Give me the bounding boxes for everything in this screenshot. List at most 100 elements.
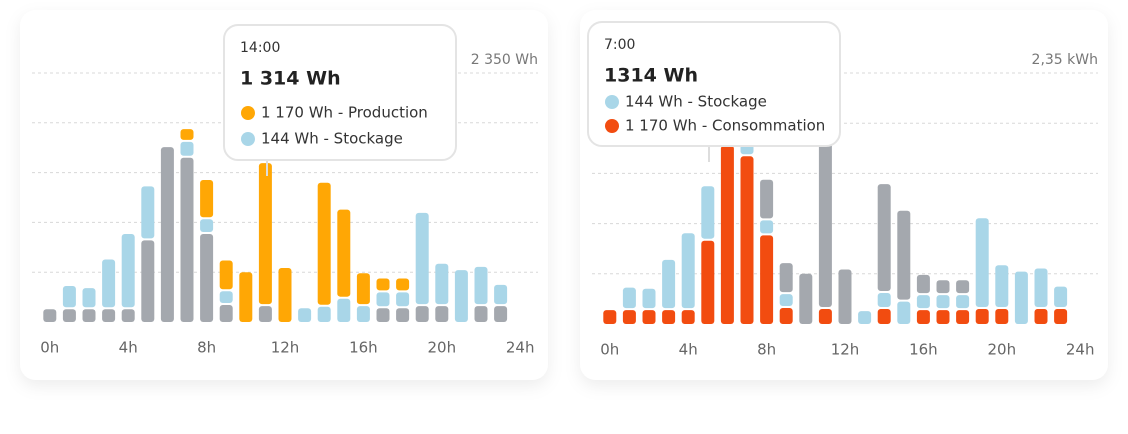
x-tick-label: 20h (428, 339, 457, 357)
bar-segment (435, 263, 449, 305)
bar-segment (858, 311, 872, 324)
bar-segment (102, 259, 116, 308)
bar-segment (877, 184, 891, 292)
bar-segment (121, 309, 135, 322)
x-tick-label: 0h (600, 341, 619, 359)
bar-segment (121, 234, 135, 308)
tooltip-item: 144 Wh - Stockage (625, 93, 767, 111)
bar-segment (681, 310, 695, 324)
bar-segment (200, 180, 214, 218)
bar-segment (474, 306, 488, 322)
bar-segment (180, 129, 194, 140)
bar-segment (396, 308, 410, 322)
bar-segment (779, 294, 793, 306)
bar-segment (701, 240, 715, 324)
bar-segment (1034, 309, 1048, 324)
bar-segment (376, 308, 390, 322)
bar-segment (916, 274, 930, 294)
y-tick-label: 2 350 Wh (471, 52, 538, 68)
bar-segment (82, 288, 96, 308)
bar-segment (200, 219, 214, 233)
bar-segment (622, 310, 636, 324)
bar-segment (317, 306, 331, 322)
bar-segment (258, 163, 272, 305)
bar-segment (916, 295, 930, 309)
bar-segment (936, 280, 950, 294)
tooltip-item: 144 Wh - Stockage (261, 130, 403, 148)
bar-segment (396, 292, 410, 307)
x-tick-label: 24h (1066, 341, 1095, 359)
bar-segment (239, 272, 253, 322)
bar-segment (995, 265, 1009, 308)
x-tick-label: 20h (988, 341, 1017, 359)
tooltip-title: 7:00 (604, 37, 635, 53)
bar-segment (160, 147, 174, 322)
bar-segment (141, 240, 155, 322)
bar-segment (838, 269, 852, 324)
tooltip-item: 1 170 Wh - Consommation (625, 117, 825, 135)
bar-segment (435, 306, 449, 322)
tooltip-dot (241, 106, 255, 120)
bar-segment (956, 280, 970, 294)
bar-segment (317, 182, 331, 305)
bar-segment (102, 309, 116, 322)
bar-segment (1054, 309, 1068, 324)
tooltip (587, 21, 841, 147)
bar-segment (376, 292, 390, 307)
tooltip-total: 1 314 Wh (240, 68, 341, 90)
tooltip-dot (241, 132, 255, 146)
bar-segment (936, 310, 950, 324)
bar-segment (818, 309, 832, 324)
bar-segment (720, 145, 734, 324)
bar-segment (662, 259, 676, 309)
x-tick-label: 8h (197, 339, 216, 357)
bar-segment (200, 234, 214, 322)
bar-segment (1054, 286, 1068, 308)
bar-segment (356, 273, 370, 305)
bar-segment (936, 295, 950, 309)
bar-segment (278, 267, 292, 322)
bar-segment (662, 310, 676, 324)
bar-segment (975, 218, 989, 308)
bar-segment (622, 287, 636, 309)
bar-segment (760, 220, 774, 234)
x-tick-label: 16h (909, 341, 938, 359)
bar-segment (877, 293, 891, 308)
bar-segment (799, 273, 813, 324)
bar-segment (376, 278, 390, 291)
bar-segment (956, 310, 970, 324)
x-tick-label: 12h (271, 339, 300, 357)
bar-segment (454, 270, 468, 322)
tooltip-total: 1314 Wh (604, 65, 698, 87)
x-tick-label: 16h (349, 339, 378, 357)
bar-segment (219, 291, 233, 304)
bar-segment (877, 309, 891, 324)
bar-segment (760, 179, 774, 219)
bar-segment (975, 309, 989, 324)
bar-segment (62, 309, 76, 322)
bar-segment (356, 306, 370, 322)
bar-segment (337, 209, 351, 297)
bar-segment (474, 266, 488, 305)
bar-segment (818, 139, 832, 308)
bar-segment (141, 186, 155, 239)
x-tick-label: 4h (679, 341, 698, 359)
bar-segment (219, 305, 233, 322)
bar-segment (62, 285, 76, 308)
bar-segment (258, 306, 272, 322)
x-tick-label: 12h (831, 341, 860, 359)
bar-segment (180, 141, 194, 156)
x-tick-label: 0h (40, 339, 59, 357)
bar-segment (337, 298, 351, 322)
bar-segment (180, 157, 194, 322)
bar-segment (956, 295, 970, 309)
bar-segment (681, 233, 695, 309)
bar-segment (642, 310, 656, 324)
bar-segment (415, 212, 429, 305)
bar-segment (82, 309, 96, 322)
tooltip-dot (605, 95, 619, 109)
bar-segment (1014, 271, 1028, 324)
bar-segment (494, 284, 508, 305)
tooltip-title: 14:00 (240, 40, 280, 56)
